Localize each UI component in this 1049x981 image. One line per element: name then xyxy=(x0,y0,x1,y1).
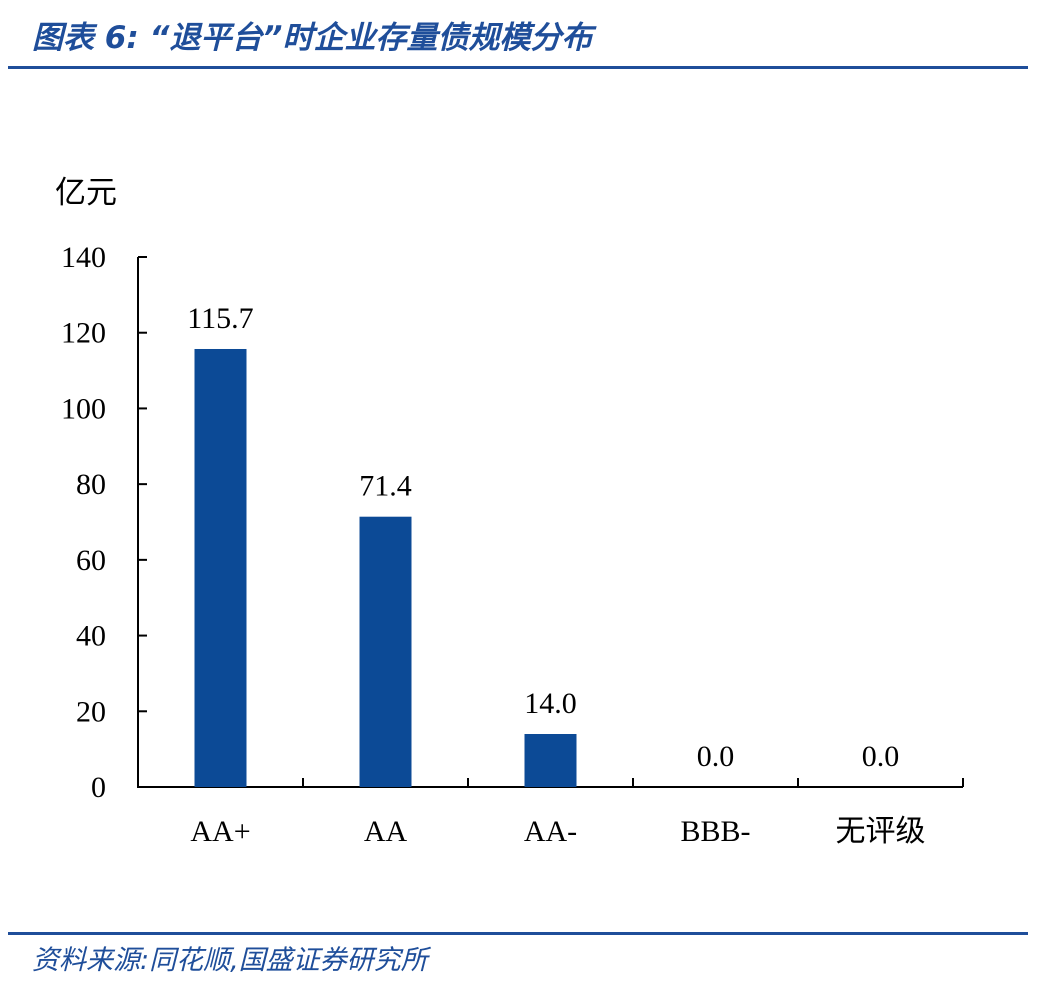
data-label: 0.0 xyxy=(862,740,900,773)
data-labels: 115.7 71.4 14.0 0.0 0.0 xyxy=(187,302,899,773)
y-tick-label: 0 xyxy=(91,771,106,804)
bars xyxy=(194,348,577,787)
data-label: 115.7 xyxy=(187,302,253,335)
y-tick-label: 120 xyxy=(61,317,106,350)
data-label: 14.0 xyxy=(524,687,577,720)
bar-1 xyxy=(194,348,247,787)
x-labels: AA+ AA AA- BBB- 无评级 xyxy=(190,815,925,848)
x-ticks xyxy=(137,778,964,787)
y-ticks: 0 20 40 60 80 100 120 140 xyxy=(61,241,147,804)
data-label: 71.4 xyxy=(359,470,412,503)
figure-title: 图表 6: “退平台”时企业存量债规模分布 xyxy=(32,20,593,56)
x-tick-label: AA- xyxy=(524,815,577,848)
y-tick-label: 140 xyxy=(61,241,106,274)
bar-2 xyxy=(359,516,412,787)
y-tick-label: 60 xyxy=(76,544,106,577)
x-tick-label: 无评级 xyxy=(836,815,926,848)
x-tick-label: AA+ xyxy=(190,815,250,848)
source-note: 资料来源:同花顺,国盛证券研究所 xyxy=(32,945,428,976)
y-tick-label: 40 xyxy=(76,620,106,653)
data-label: 0.0 xyxy=(697,740,735,773)
y-axis-unit: 亿元 xyxy=(55,175,117,211)
x-tick-label: BBB- xyxy=(680,815,750,848)
x-tick-label: AA xyxy=(364,815,408,848)
y-tick-label: 80 xyxy=(76,468,106,501)
y-tick-label: 100 xyxy=(61,392,106,425)
bar-chart: 亿元 0 20 40 60 80 100 120 140 115.7 71.4 14.0 0.0 0.… xyxy=(55,175,964,848)
title-divider xyxy=(8,66,1028,69)
source-divider xyxy=(8,932,1028,935)
y-tick-label: 20 xyxy=(76,695,106,728)
bar-3 xyxy=(524,734,577,787)
